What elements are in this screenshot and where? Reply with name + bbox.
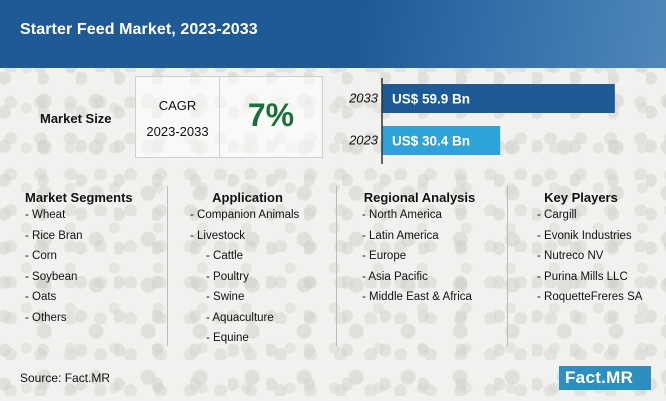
market-size-label: Market Size <box>40 111 112 126</box>
list-item: - Poultry <box>206 270 249 283</box>
list-item: - Asia Pacific <box>362 270 428 283</box>
section-divider <box>336 186 337 346</box>
section-divider <box>507 186 508 346</box>
section-title: Market Segments <box>25 190 133 205</box>
regional-analysis-section: Regional Analysis - North America - Latin… <box>362 190 477 308</box>
bar-value-label: US$ 30.4 Bn <box>392 134 470 149</box>
section-title: Regional Analysis <box>363 190 476 205</box>
list-item: - Latin America <box>362 229 439 242</box>
list-item: - North America <box>362 209 442 221</box>
cagr-divider <box>219 77 220 157</box>
list-item: - Middle East & Africa <box>362 291 472 303</box>
list-item: - Rice Bran <box>25 229 83 242</box>
section-divider <box>167 186 168 346</box>
year-tick-label: 2023 <box>348 133 379 148</box>
list-item: - Soybean <box>25 270 78 283</box>
year-tick-label: 2033 <box>348 91 379 106</box>
source-note: Source: Fact.MR <box>20 371 111 385</box>
section-title: Application <box>212 190 283 205</box>
bar-2023 <box>382 126 501 155</box>
key-players-list: - Cargill - Evonik Industries - Nutreco NV… <box>537 205 642 308</box>
cagr-box: CAGR 2023-2033 7% <box>135 76 323 158</box>
section-title: Key Players <box>544 190 618 205</box>
cagr-years: 2023-2033 <box>146 124 209 139</box>
list-item: - Cattle <box>206 250 244 262</box>
header-gradient <box>366 0 666 68</box>
list-item: - Wheat <box>25 209 66 221</box>
list-item: - Evonik Industries <box>537 229 632 242</box>
factmr-logo: Fact.MR <box>559 366 651 390</box>
list-item: - Corn <box>25 250 57 262</box>
list-item: - Nutreco NV <box>537 250 604 262</box>
market-segments-section: Market Segments - Wheat - Rice Bran - Corn… <box>25 190 133 328</box>
logo-text: Fact.MR <box>565 368 634 387</box>
list-item: - Swine <box>206 291 245 303</box>
cagr-label: CAGR <box>158 98 197 113</box>
key-players-section: Key Players - Cargill - Evonik Industries… <box>537 190 642 308</box>
bar-2033 <box>382 84 615 113</box>
header-banner: Starter Feed Market, 2023-2033 <box>0 0 666 68</box>
application-section: Application - Companion Animals - Livesto… <box>190 190 305 349</box>
list-item: - RoquetteFreres SA <box>537 291 643 303</box>
list-item: - Aquaculture <box>206 311 274 324</box>
list-item: - Others <box>25 311 67 324</box>
list-item: - Europe <box>362 250 407 262</box>
page-title: Starter Feed Market, 2023-2033 <box>20 21 258 38</box>
application-list: - Companion Animals - Livestock - Cattle - … <box>190 205 305 349</box>
regional-analysis-list: - North America - Latin America - Europe - … <box>362 205 477 308</box>
list-item: - Cargill <box>537 209 577 221</box>
market-size-bar-chart: 2033 US$ 59.9 Bn 2023 US$ 30.4 Bn <box>348 78 615 164</box>
market-segments-list: - Wheat - Rice Bran - Corn - Soybean - Oats -… <box>25 205 130 328</box>
cagr-value: 7% <box>247 97 295 133</box>
list-item: - Oats <box>25 291 57 303</box>
list-item: - Equine <box>206 332 249 344</box>
bar-value-label: US$ 59.9 Bn <box>392 92 470 107</box>
list-item: - Purina Mills LLC <box>537 270 628 283</box>
list-item: - Companion Animals <box>190 209 300 221</box>
list-item: - Livestock <box>190 229 245 242</box>
